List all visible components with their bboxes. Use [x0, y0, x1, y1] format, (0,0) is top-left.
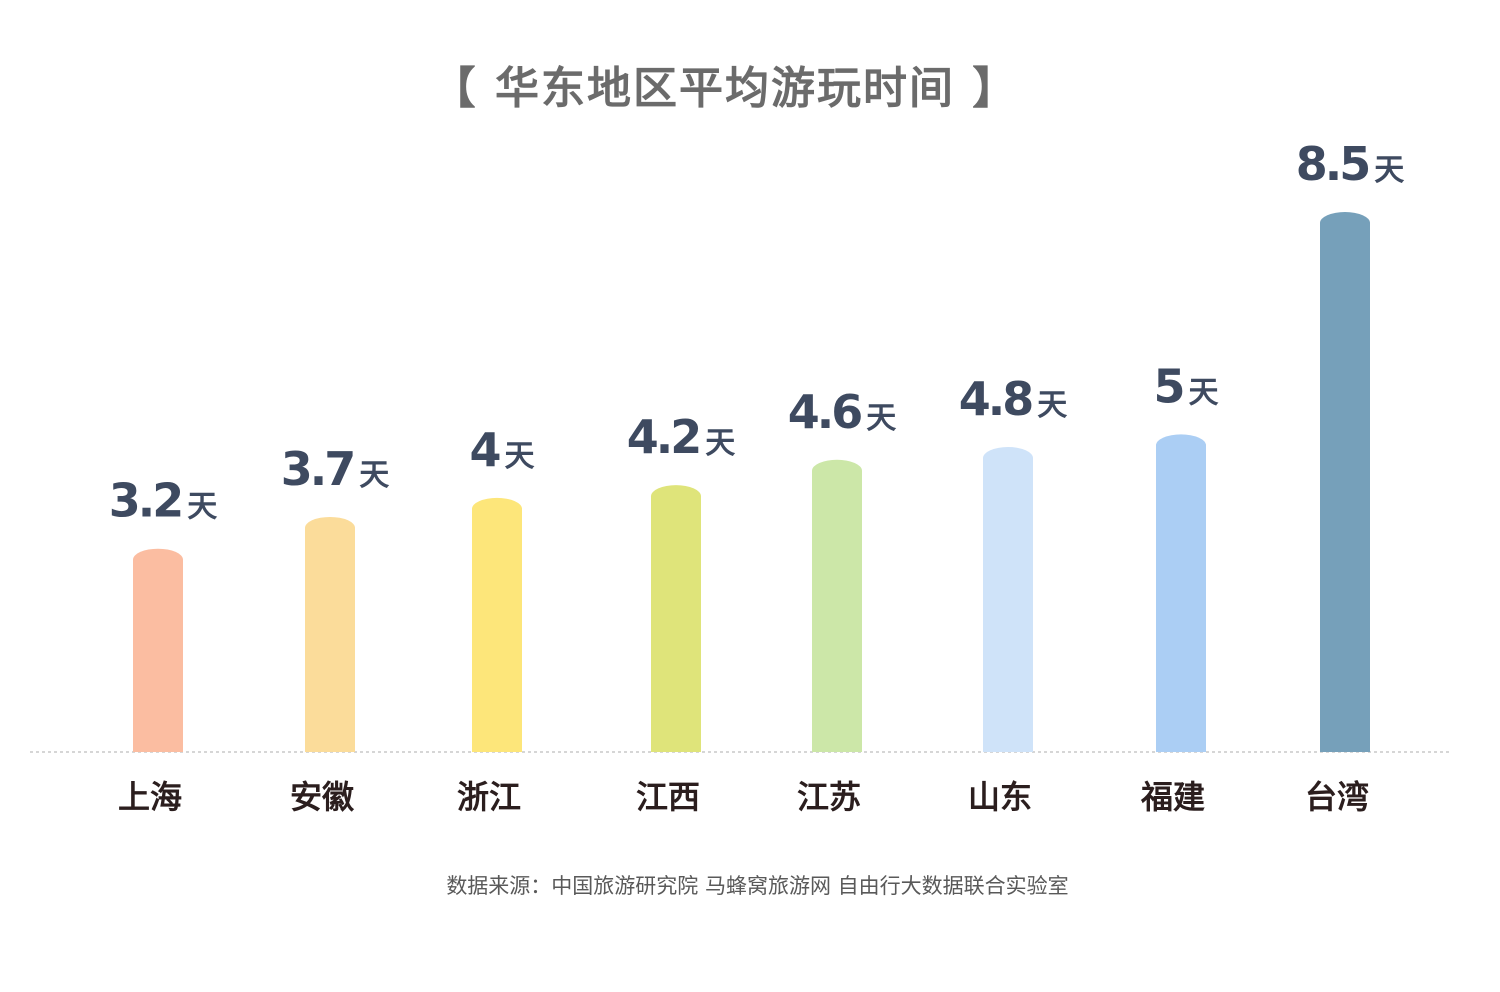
data-label-value: 4: [469, 423, 499, 477]
data-label-value: 4.6: [788, 385, 861, 439]
data-label-安徽: 3.7 天: [281, 442, 390, 496]
bar-浙江: [471, 497, 522, 752]
data-label-value: 8.5: [1296, 137, 1369, 191]
category-label-山东: 山东: [968, 778, 1032, 816]
data-label-unit: 天: [1189, 375, 1219, 410]
data-label-value: 4.8: [959, 372, 1032, 426]
bar-山东: [983, 447, 1033, 752]
data-label-unit: 天: [1374, 153, 1404, 188]
data-label-unit: 天: [505, 439, 535, 474]
category-label-江苏: 江苏: [797, 778, 861, 816]
chart-title: 【 华东地区平均游玩时间 】: [431, 63, 1019, 114]
data-label-unit: 天: [866, 401, 896, 436]
bar-江西: [651, 485, 701, 752]
bar-江苏: [812, 459, 862, 752]
data-label-台湾: 8.5 天: [1296, 137, 1405, 191]
bar-上海: [133, 548, 183, 752]
category-label-浙江: 浙江: [457, 778, 521, 816]
bar-台湾: [1320, 212, 1370, 752]
source-note: 数据来源：中国旅游研究院 马蜂窝旅游网 自由行大数据联合实验室: [446, 874, 1069, 898]
category-label-上海: 上海: [118, 778, 182, 816]
category-label-台湾: 台湾: [1305, 778, 1369, 816]
data-label-unit: 天: [705, 426, 735, 461]
category-label-福建: 福建: [1140, 778, 1205, 816]
data-label-value: 3.2: [109, 474, 182, 528]
data-label-unit: 天: [187, 490, 217, 525]
data-label-江西: 4.2 天: [627, 410, 736, 464]
data-label-unit: 天: [1037, 388, 1067, 423]
data-label-value: 4.2: [627, 410, 700, 464]
category-label-安徽: 安徽: [290, 778, 355, 816]
data-label-value: 5: [1153, 359, 1182, 413]
data-label-江苏: 4.6 天: [788, 385, 897, 439]
data-label-山东: 4.8 天: [959, 372, 1068, 426]
category-label-江西: 江西: [636, 778, 700, 816]
data-label-上海: 3.2 天: [109, 474, 218, 528]
bar-福建: [1156, 434, 1206, 752]
data-label-value: 3.7: [281, 442, 354, 496]
bar-安徽: [305, 516, 355, 752]
data-label-unit: 天: [359, 458, 389, 493]
